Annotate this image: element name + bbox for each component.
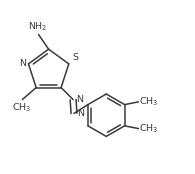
Text: N: N xyxy=(76,95,83,104)
Text: N: N xyxy=(77,109,84,118)
Text: S: S xyxy=(72,53,78,62)
Text: CH$_3$: CH$_3$ xyxy=(139,123,159,135)
Text: NH$_2$: NH$_2$ xyxy=(28,21,47,33)
Text: CH$_3$: CH$_3$ xyxy=(12,101,31,113)
Text: CH$_3$: CH$_3$ xyxy=(139,95,159,108)
Text: N: N xyxy=(19,59,26,68)
